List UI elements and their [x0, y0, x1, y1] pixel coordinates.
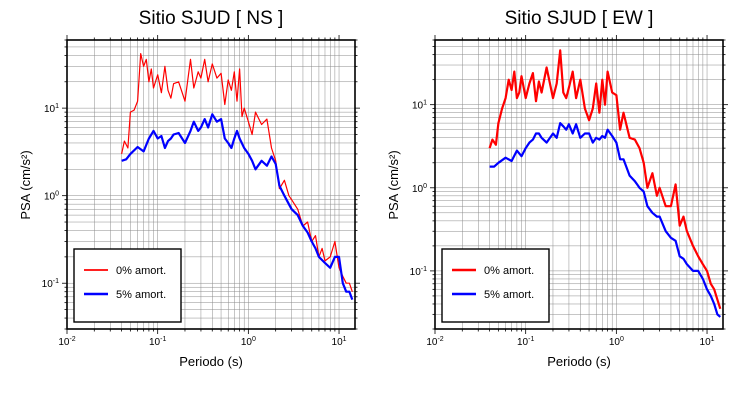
tick-label: 10-1 [517, 336, 534, 348]
tick-label: 10-1 [149, 336, 166, 348]
tick-label: 101 [412, 100, 427, 112]
tick-labels: 10-2 10-1 100 101 10-1 100 101 [42, 103, 347, 348]
ticks [430, 35, 728, 334]
legend-label-0: 0% amort. [116, 265, 166, 277]
tick-label: 101 [332, 336, 347, 348]
tick-label: 101 [700, 336, 715, 348]
tick-label: 100 [412, 183, 427, 195]
chart-title: Sitio SJUD [ EW ] [505, 8, 654, 29]
chart-ns: Sitio SJUD [ NS ] 10-2 10-1 100 10110-11001… [18, 8, 360, 369]
legend-box [441, 248, 550, 323]
tick-label: 10-2 [58, 336, 75, 348]
y-axis-label: PSA (cm/s²) [18, 150, 33, 219]
legend: 0% amort. 5% amort. [441, 248, 550, 323]
tick-label: 10-1 [42, 278, 59, 290]
tick-label: 10-2 [426, 336, 443, 348]
tick-label: 100 [609, 336, 624, 348]
series-line-1 [121, 113, 354, 300]
plot-frame [434, 39, 724, 330]
series-layer [121, 52, 354, 300]
tick-label: 100 [241, 336, 256, 348]
legend-label-0: 0% amort. [484, 265, 534, 277]
series-line-1 [489, 121, 722, 318]
tick-label: 101 [44, 103, 59, 115]
legend-label-1: 5% amort. [484, 289, 534, 301]
y-axis-label: PSA (cm/s²) [386, 150, 401, 219]
chart-title: Sitio SJUD [ NS ] [139, 8, 284, 29]
series-line-0 [488, 49, 722, 310]
x-axis-label: Periodo (s) [547, 354, 611, 369]
series-line-0 [121, 52, 353, 292]
legend-box [73, 248, 182, 323]
plot-frame [66, 39, 356, 330]
tick-labels: 10-2 10-1 100 101 10-1 100 101 [410, 100, 715, 348]
chart-ew: Sitio SJUD [ EW ] 10-2 10-1 100 10110-11001… [386, 8, 728, 369]
x-axis-label: Periodo (s) [179, 354, 243, 369]
legend-label-1: 5% amort. [116, 289, 166, 301]
tick-label: 100 [44, 191, 59, 203]
legend: 0% amort. 5% amort. [73, 248, 182, 323]
tick-label: 10-1 [410, 266, 427, 278]
ticks [62, 35, 360, 334]
series-layer [488, 49, 722, 318]
